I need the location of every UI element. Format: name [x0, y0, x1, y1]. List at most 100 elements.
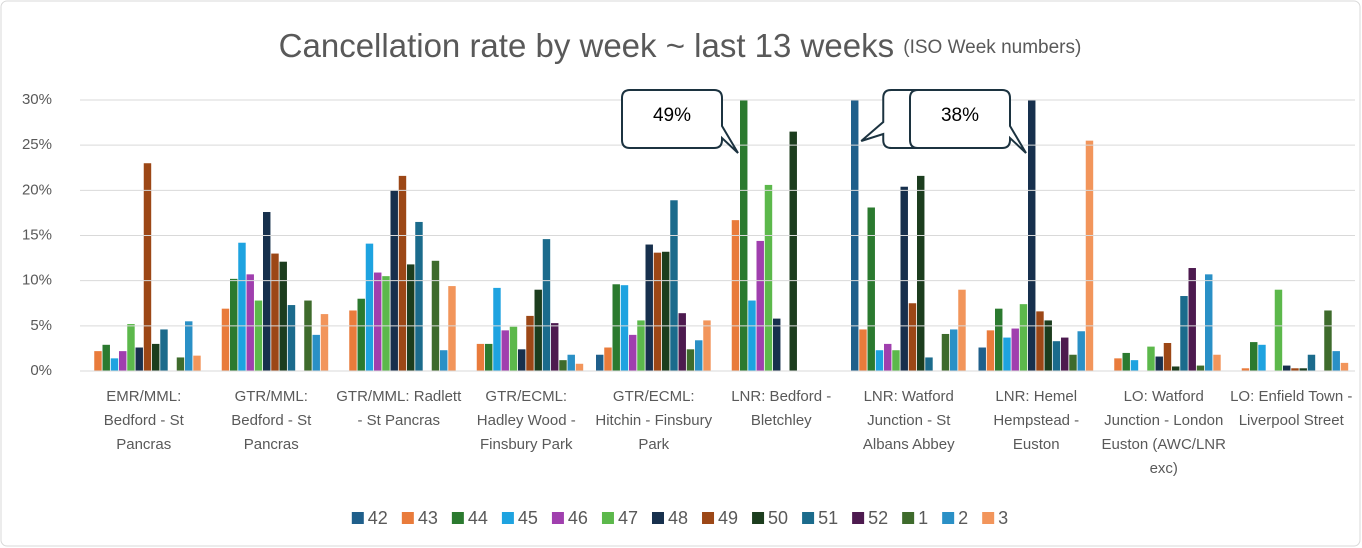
bar — [678, 313, 686, 371]
bar — [263, 212, 271, 371]
bar — [950, 329, 958, 371]
legend-item: 44 — [451, 508, 488, 528]
bar — [238, 242, 246, 371]
legend-item: 45 — [501, 508, 538, 528]
bar — [567, 354, 575, 371]
bar — [1340, 362, 1349, 371]
bar — [357, 298, 365, 371]
bar — [1155, 356, 1163, 371]
bar — [695, 340, 703, 371]
bar — [900, 186, 908, 371]
bar — [152, 343, 160, 371]
bar — [1114, 358, 1122, 371]
bar — [1250, 342, 1258, 371]
bar — [978, 347, 986, 371]
bar — [620, 285, 629, 371]
legend-label: 44 — [468, 508, 488, 528]
bar — [662, 251, 670, 371]
y-tick-label: 0% — [30, 362, 52, 379]
legend-label: 48 — [668, 508, 688, 528]
legend-swatch — [651, 512, 664, 524]
bar — [875, 350, 884, 371]
bar — [382, 276, 390, 371]
bar — [407, 264, 415, 371]
x-tick-label: GTR/MML: Radlett - St Pancras — [336, 388, 462, 429]
legend-swatch — [601, 512, 614, 524]
title: Cancellation rate by week ~ last 13 week… — [279, 27, 894, 64]
bar — [908, 303, 917, 371]
bar — [1307, 354, 1316, 371]
bar — [892, 350, 900, 371]
bar — [160, 329, 168, 371]
bar — [127, 324, 135, 371]
legend-item: 50 — [752, 508, 788, 528]
data-label: 49% — [653, 105, 691, 126]
bar — [670, 200, 678, 371]
x-tick-label: LO: Watford Junction - London Euston (AW… — [1101, 388, 1226, 477]
legend-item: 42 — [351, 508, 388, 528]
bar — [1069, 354, 1077, 371]
legend-item: 49 — [702, 508, 738, 528]
bar — [1258, 344, 1266, 371]
legend-label: 47 — [618, 508, 638, 528]
bar — [143, 163, 152, 371]
bar — [501, 330, 509, 371]
bar — [1324, 310, 1332, 371]
bar — [1299, 368, 1307, 371]
subtitle: (ISO Week numbers) — [903, 37, 1081, 58]
legend-swatch — [702, 512, 715, 524]
y-tick-label: 20% — [22, 181, 52, 198]
data-label: 38% — [941, 105, 979, 126]
bar — [653, 252, 662, 371]
legend-label: 3 — [998, 508, 1008, 528]
legend-item: 2 — [942, 508, 968, 528]
legend-item: 48 — [651, 508, 688, 528]
bar — [575, 363, 584, 371]
bar — [542, 239, 551, 371]
bar — [1077, 331, 1085, 371]
bar — [1036, 311, 1044, 371]
bar — [440, 350, 448, 371]
bar — [193, 355, 201, 371]
bar — [431, 260, 440, 371]
legend-label: 42 — [368, 508, 388, 528]
bar — [925, 357, 933, 371]
legend-swatch — [401, 512, 414, 524]
bar — [176, 357, 185, 371]
bar — [1061, 337, 1069, 371]
bar — [637, 320, 645, 371]
x-tick-label: GTR/ECML: Hitchin - Finsbury Park — [595, 388, 713, 453]
legend-label: 46 — [568, 508, 588, 528]
legend-item: 51 — [802, 508, 838, 528]
bar — [493, 287, 501, 371]
bar — [1205, 274, 1213, 371]
bar — [1122, 352, 1130, 371]
y-tick-label: 30% — [22, 91, 52, 108]
callout-box — [621, 89, 739, 154]
y-tick-label: 25% — [22, 136, 52, 153]
legend-label: 45 — [518, 508, 538, 528]
bar — [604, 347, 612, 371]
legend-swatch — [551, 512, 564, 524]
bar — [559, 360, 567, 371]
bar — [703, 320, 711, 371]
bar — [246, 274, 254, 371]
bar — [185, 321, 193, 371]
legend-swatch — [451, 512, 464, 524]
y-tick-label: 15% — [22, 226, 52, 243]
bar — [995, 308, 1003, 371]
bar — [287, 305, 296, 371]
bar — [312, 334, 320, 371]
bar — [941, 333, 950, 371]
legend-label: 2 — [958, 508, 968, 528]
bar — [1085, 140, 1094, 371]
bar — [756, 240, 764, 371]
bar — [596, 354, 604, 371]
bar — [415, 221, 423, 371]
bar — [1052, 341, 1061, 371]
bar — [398, 175, 407, 371]
y-tick-label: 5% — [30, 317, 52, 334]
bar — [1283, 365, 1291, 371]
